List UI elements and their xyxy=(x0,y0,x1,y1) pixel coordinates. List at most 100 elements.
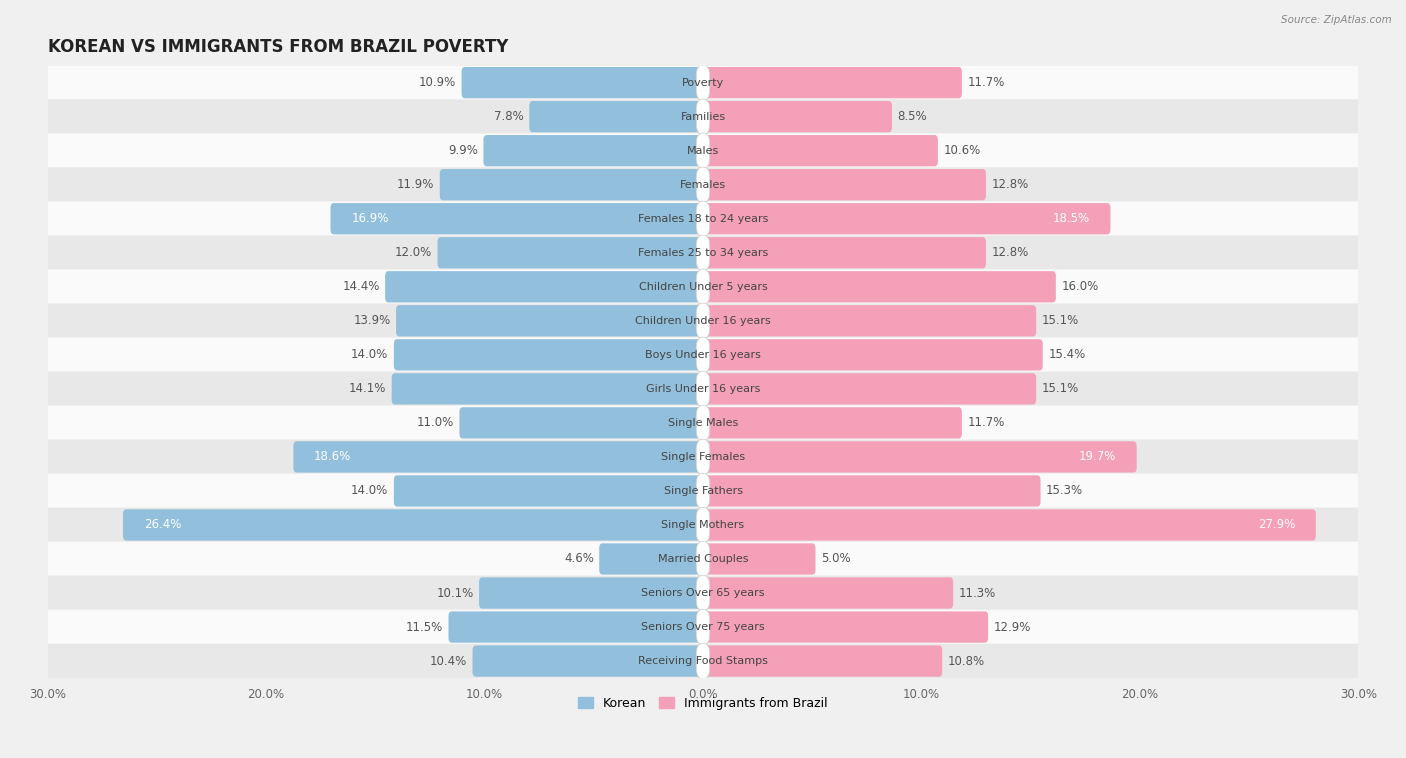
FancyBboxPatch shape xyxy=(696,406,710,440)
FancyBboxPatch shape xyxy=(385,271,706,302)
Text: 13.9%: 13.9% xyxy=(353,315,391,327)
FancyBboxPatch shape xyxy=(700,373,1036,405)
Text: 11.0%: 11.0% xyxy=(416,416,454,429)
FancyBboxPatch shape xyxy=(48,371,1358,406)
Text: 14.0%: 14.0% xyxy=(352,349,388,362)
FancyBboxPatch shape xyxy=(696,167,710,202)
FancyBboxPatch shape xyxy=(48,575,1358,610)
Text: 15.1%: 15.1% xyxy=(1042,382,1078,396)
Text: 18.5%: 18.5% xyxy=(1053,212,1090,225)
Text: Boys Under 16 years: Boys Under 16 years xyxy=(645,350,761,360)
FancyBboxPatch shape xyxy=(48,269,1358,304)
Text: 4.6%: 4.6% xyxy=(564,553,593,565)
Text: Males: Males xyxy=(688,146,718,155)
FancyBboxPatch shape xyxy=(48,168,1358,202)
Text: 15.4%: 15.4% xyxy=(1049,349,1085,362)
Text: KOREAN VS IMMIGRANTS FROM BRAZIL POVERTY: KOREAN VS IMMIGRANTS FROM BRAZIL POVERTY xyxy=(48,38,508,56)
Text: Children Under 5 years: Children Under 5 years xyxy=(638,282,768,292)
FancyBboxPatch shape xyxy=(696,371,710,406)
Text: Receiving Food Stamps: Receiving Food Stamps xyxy=(638,656,768,666)
FancyBboxPatch shape xyxy=(696,439,710,475)
FancyBboxPatch shape xyxy=(294,441,706,472)
FancyBboxPatch shape xyxy=(529,101,706,133)
FancyBboxPatch shape xyxy=(394,475,706,506)
Text: 10.4%: 10.4% xyxy=(430,655,467,668)
FancyBboxPatch shape xyxy=(48,609,1358,644)
FancyBboxPatch shape xyxy=(696,473,710,509)
FancyBboxPatch shape xyxy=(696,99,710,134)
FancyBboxPatch shape xyxy=(700,407,962,439)
FancyBboxPatch shape xyxy=(48,65,1358,100)
Text: Females: Females xyxy=(681,180,725,190)
FancyBboxPatch shape xyxy=(696,644,710,678)
FancyBboxPatch shape xyxy=(696,133,710,168)
FancyBboxPatch shape xyxy=(700,339,1043,371)
FancyBboxPatch shape xyxy=(599,543,706,575)
Text: 10.1%: 10.1% xyxy=(436,587,474,600)
FancyBboxPatch shape xyxy=(392,373,706,405)
FancyBboxPatch shape xyxy=(461,67,706,99)
Text: Source: ZipAtlas.com: Source: ZipAtlas.com xyxy=(1281,15,1392,25)
FancyBboxPatch shape xyxy=(472,645,706,677)
FancyBboxPatch shape xyxy=(700,645,942,677)
Text: 19.7%: 19.7% xyxy=(1078,450,1116,463)
FancyBboxPatch shape xyxy=(700,441,1136,472)
FancyBboxPatch shape xyxy=(696,541,710,577)
FancyBboxPatch shape xyxy=(394,339,706,371)
Text: 14.1%: 14.1% xyxy=(349,382,387,396)
Text: 26.4%: 26.4% xyxy=(143,518,181,531)
FancyBboxPatch shape xyxy=(484,135,706,166)
Text: 12.9%: 12.9% xyxy=(994,621,1031,634)
Text: 14.4%: 14.4% xyxy=(342,280,380,293)
FancyBboxPatch shape xyxy=(449,612,706,643)
Text: 11.7%: 11.7% xyxy=(967,416,1005,429)
FancyBboxPatch shape xyxy=(479,578,706,609)
FancyBboxPatch shape xyxy=(696,575,710,611)
Text: 11.3%: 11.3% xyxy=(959,587,995,600)
Text: Single Females: Single Females xyxy=(661,452,745,462)
Text: 11.7%: 11.7% xyxy=(967,76,1005,89)
Text: 12.8%: 12.8% xyxy=(991,178,1029,191)
FancyBboxPatch shape xyxy=(396,305,706,337)
Text: 27.9%: 27.9% xyxy=(1258,518,1295,531)
Text: 15.1%: 15.1% xyxy=(1042,315,1078,327)
FancyBboxPatch shape xyxy=(700,135,938,166)
Text: 7.8%: 7.8% xyxy=(494,110,524,123)
Text: Females 18 to 24 years: Females 18 to 24 years xyxy=(638,214,768,224)
Text: Single Males: Single Males xyxy=(668,418,738,428)
FancyBboxPatch shape xyxy=(700,475,1040,506)
FancyBboxPatch shape xyxy=(696,269,710,305)
FancyBboxPatch shape xyxy=(696,65,710,100)
FancyBboxPatch shape xyxy=(48,508,1358,542)
FancyBboxPatch shape xyxy=(48,474,1358,509)
FancyBboxPatch shape xyxy=(48,542,1358,576)
FancyBboxPatch shape xyxy=(48,337,1358,372)
Text: 16.0%: 16.0% xyxy=(1062,280,1098,293)
FancyBboxPatch shape xyxy=(700,578,953,609)
FancyBboxPatch shape xyxy=(696,201,710,236)
Text: 9.9%: 9.9% xyxy=(449,144,478,157)
Text: 15.3%: 15.3% xyxy=(1046,484,1083,497)
FancyBboxPatch shape xyxy=(696,337,710,372)
FancyBboxPatch shape xyxy=(696,507,710,543)
Text: Single Fathers: Single Fathers xyxy=(664,486,742,496)
FancyBboxPatch shape xyxy=(48,303,1358,338)
Text: 11.5%: 11.5% xyxy=(406,621,443,634)
FancyBboxPatch shape xyxy=(700,169,986,200)
Text: Seniors Over 65 years: Seniors Over 65 years xyxy=(641,588,765,598)
FancyBboxPatch shape xyxy=(122,509,706,540)
FancyBboxPatch shape xyxy=(700,543,815,575)
FancyBboxPatch shape xyxy=(700,271,1056,302)
Text: Married Couples: Married Couples xyxy=(658,554,748,564)
FancyBboxPatch shape xyxy=(700,101,891,133)
FancyBboxPatch shape xyxy=(48,99,1358,134)
FancyBboxPatch shape xyxy=(48,236,1358,270)
FancyBboxPatch shape xyxy=(437,237,706,268)
FancyBboxPatch shape xyxy=(440,169,706,200)
Text: 12.0%: 12.0% xyxy=(395,246,432,259)
Text: 8.5%: 8.5% xyxy=(897,110,927,123)
Text: 5.0%: 5.0% xyxy=(821,553,851,565)
Text: 16.9%: 16.9% xyxy=(352,212,388,225)
Text: 10.6%: 10.6% xyxy=(943,144,980,157)
FancyBboxPatch shape xyxy=(460,407,706,439)
